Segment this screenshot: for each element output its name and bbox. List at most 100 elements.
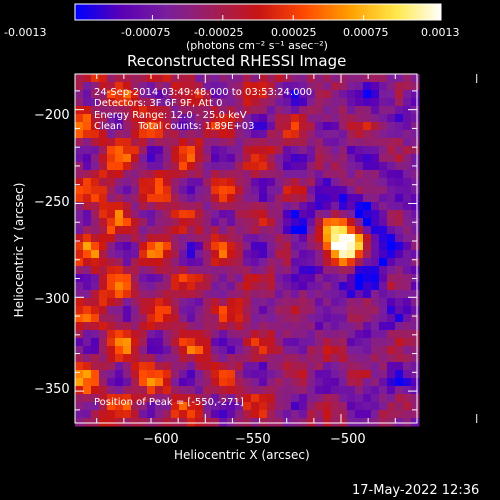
heatmap-cell <box>219 314 228 323</box>
heatmap-cell <box>187 218 196 227</box>
heatmap-cell <box>163 98 172 107</box>
heatmap-cell <box>155 234 164 243</box>
heatmap-cell <box>315 314 324 323</box>
heatmap-cell <box>75 346 84 355</box>
heatmap-cell <box>179 274 188 283</box>
heatmap-cell <box>371 370 380 379</box>
heatmap-cell <box>139 74 148 83</box>
heatmap-cell <box>91 138 100 147</box>
heatmap-cell <box>187 250 196 259</box>
heatmap-cell <box>203 234 212 243</box>
heatmap-cell <box>155 90 164 99</box>
heatmap-cell <box>243 242 252 251</box>
heatmap-cell <box>395 186 404 195</box>
heatmap-cell <box>91 306 100 315</box>
colorbar-swatch <box>247 4 250 20</box>
heatmap-cell <box>131 410 140 419</box>
heatmap-cell <box>387 178 396 187</box>
heatmap-cell <box>83 402 92 411</box>
heatmap-cell <box>123 218 132 227</box>
heatmap-cell <box>283 322 292 331</box>
heatmap-cell <box>115 146 124 155</box>
heatmap-cell <box>139 346 148 355</box>
heatmap-cell <box>387 306 396 315</box>
heatmap-cell <box>403 242 412 251</box>
heatmap-cell <box>171 226 180 235</box>
heatmap-cell <box>307 370 316 379</box>
heatmap-cell <box>291 370 300 379</box>
heatmap-cell <box>251 106 260 115</box>
heatmap-cell <box>387 282 396 291</box>
heatmap-cell <box>123 202 132 211</box>
heatmap-cell <box>403 370 412 379</box>
heatmap-cell <box>195 258 204 267</box>
heatmap-cell <box>315 194 324 203</box>
heatmap-cell <box>131 114 140 123</box>
colorbar-swatch <box>425 4 428 20</box>
heatmap-cell <box>115 258 124 267</box>
heatmap-cell <box>75 250 84 259</box>
heatmap-cell <box>91 162 100 171</box>
heatmap-cell <box>235 218 244 227</box>
heatmap-cell <box>363 178 372 187</box>
colorbar-swatch <box>131 4 134 20</box>
heatmap-cell <box>259 330 268 339</box>
colorbar-swatch <box>203 4 206 20</box>
heatmap-cell <box>355 194 364 203</box>
heatmap-cell <box>123 170 132 179</box>
heatmap-cell <box>347 354 356 363</box>
heatmap-cell <box>155 122 164 131</box>
colorbar-swatch <box>103 4 106 20</box>
heatmap-cell <box>147 378 156 387</box>
heatmap-cell <box>251 418 260 427</box>
heatmap-cell <box>379 178 388 187</box>
heatmap-cell <box>283 154 292 163</box>
heatmap-cell <box>131 306 140 315</box>
heatmap-cell <box>179 154 188 163</box>
heatmap-cell <box>123 314 132 323</box>
heatmap-cell <box>339 210 348 219</box>
heatmap-cell <box>115 114 124 123</box>
heatmap-cell <box>187 242 196 251</box>
colorbar-swatch <box>291 4 294 20</box>
heatmap-cell <box>411 242 420 251</box>
heatmap-cell <box>147 162 156 171</box>
heatmap-cell <box>323 354 332 363</box>
heatmap-cell <box>251 210 260 219</box>
heatmap-cell <box>75 226 84 235</box>
heatmap-cell <box>195 114 204 123</box>
heatmap-cell <box>179 338 188 347</box>
heatmap-cell <box>179 106 188 115</box>
heatmap-cell <box>203 346 212 355</box>
heatmap-cell <box>363 306 372 315</box>
heatmap-cell <box>123 290 132 299</box>
heatmap-cell <box>267 162 276 171</box>
heatmap-cell <box>219 98 228 107</box>
heatmap-cell <box>387 354 396 363</box>
heatmap-cell <box>323 242 332 251</box>
heatmap-cell <box>307 90 316 99</box>
heatmap-cell <box>323 362 332 371</box>
heatmap-cell <box>147 338 156 347</box>
heatmap-cell <box>323 258 332 267</box>
heatmap-cell <box>403 378 412 387</box>
heatmap-cell <box>355 122 364 131</box>
plot-frame <box>74 73 418 424</box>
heatmap-cell <box>275 250 284 259</box>
heatmap-cell <box>171 386 180 395</box>
heatmap-cell <box>115 394 124 403</box>
heatmap-cell <box>379 322 388 331</box>
heatmap-cell <box>283 186 292 195</box>
heatmap-cell <box>243 218 252 227</box>
heatmap-cell <box>403 298 412 307</box>
heatmap-cell <box>363 82 372 91</box>
heatmap-cell <box>331 170 340 179</box>
heatmap-cell <box>163 82 172 91</box>
heatmap-cell <box>235 90 244 99</box>
heatmap-cell <box>347 202 356 211</box>
heatmap-cell <box>275 306 284 315</box>
heatmap-cell <box>131 186 140 195</box>
heatmap-cell <box>123 282 132 291</box>
heatmap-cell <box>243 402 252 411</box>
heatmap-cell <box>267 194 276 203</box>
